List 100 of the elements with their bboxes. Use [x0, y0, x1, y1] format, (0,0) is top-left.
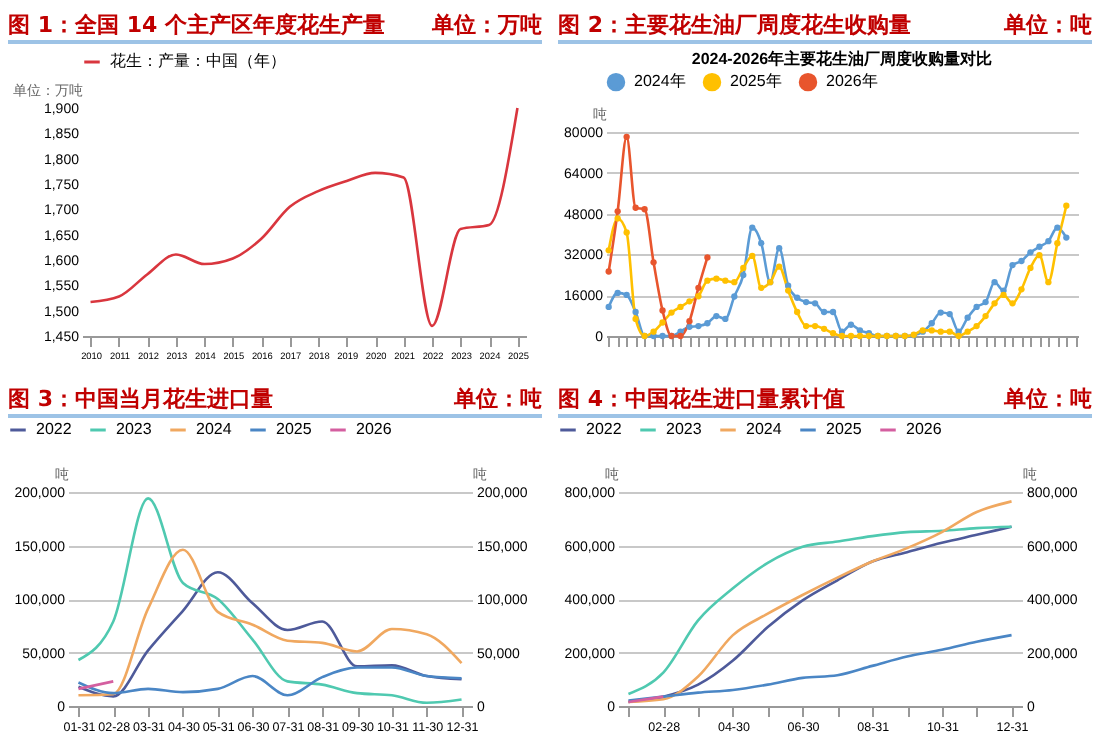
point	[1000, 291, 1007, 299]
legend-label: 2024	[746, 420, 783, 438]
point	[1063, 234, 1070, 241]
point	[856, 332, 864, 340]
point	[605, 268, 612, 275]
point	[704, 254, 711, 261]
line-series	[77, 570, 463, 698]
point	[614, 215, 621, 222]
point	[731, 293, 738, 300]
point	[758, 240, 765, 247]
chart-subtitle: 单位：吨	[1004, 384, 1092, 414]
point	[614, 208, 621, 215]
point	[722, 277, 729, 284]
point	[820, 325, 828, 333]
point	[659, 319, 666, 326]
point	[749, 252, 756, 260]
point	[632, 204, 639, 211]
point	[973, 322, 980, 330]
point	[1054, 224, 1061, 231]
point	[793, 294, 801, 301]
chart-title: 图 4：中国花生进口量累计值	[558, 384, 845, 414]
point	[811, 300, 819, 307]
point	[829, 330, 837, 337]
chart-subtitle: 单位：吨	[454, 384, 542, 414]
point	[955, 332, 962, 340]
legend-label: 2025年	[730, 72, 782, 91]
point	[1036, 252, 1043, 259]
point	[704, 277, 711, 284]
point	[1036, 243, 1043, 250]
point	[829, 308, 837, 316]
point	[1027, 264, 1034, 272]
legend-label: 2025	[826, 420, 863, 438]
point	[605, 303, 612, 311]
point	[1018, 257, 1025, 265]
point	[856, 327, 864, 334]
point	[793, 308, 801, 316]
line-series	[77, 497, 463, 705]
text: 2024-2026年主要花生油厂周度收购量对比	[691, 48, 993, 68]
point	[659, 332, 666, 340]
point	[695, 293, 702, 300]
point	[973, 303, 980, 311]
point	[937, 309, 944, 316]
point	[1009, 261, 1016, 269]
point	[704, 320, 711, 327]
point	[686, 298, 693, 305]
point	[1063, 202, 1070, 209]
point	[1027, 249, 1034, 256]
point	[964, 328, 971, 335]
point	[605, 247, 612, 254]
legend-label: 2026年	[826, 72, 878, 91]
point	[1045, 237, 1052, 245]
point	[713, 275, 720, 282]
point	[776, 245, 783, 252]
chart-title: 图 1：全国 14 个主产区年度花生产量	[8, 10, 385, 40]
line-series	[605, 202, 1070, 340]
point	[991, 300, 998, 307]
chart-title: 图 3：中国当月花生进口量	[8, 384, 273, 414]
point	[802, 298, 810, 306]
legend-label: 2023	[666, 420, 703, 438]
legend-label: 2023	[116, 420, 153, 438]
point	[785, 287, 792, 294]
point	[982, 298, 989, 306]
point	[946, 310, 953, 318]
chart-title: 图 2：主要花生油厂周度花生收购量	[558, 10, 911, 40]
legend-label: 2022	[36, 420, 73, 438]
point	[1054, 240, 1061, 247]
point	[802, 322, 810, 330]
point	[785, 282, 792, 289]
point	[731, 279, 738, 286]
line-series	[77, 548, 463, 697]
point	[695, 322, 702, 330]
line-series	[77, 666, 463, 697]
point	[982, 312, 989, 320]
point	[686, 318, 693, 325]
line-series	[605, 133, 711, 340]
point	[686, 323, 693, 330]
point	[740, 264, 747, 272]
point	[749, 224, 756, 231]
chart-subtitle: 单位：吨	[1004, 10, 1092, 40]
point	[695, 284, 702, 291]
legend-label: 花生：产量：中国（年）	[110, 52, 286, 70]
point	[991, 279, 998, 286]
point	[776, 263, 783, 270]
legend-label: 2022	[586, 420, 623, 438]
point	[928, 327, 935, 334]
point	[964, 314, 971, 321]
point	[632, 308, 639, 316]
point	[623, 229, 630, 236]
legend-label: 2026	[356, 420, 393, 438]
point	[650, 259, 657, 266]
point	[623, 133, 630, 140]
line-series	[89, 106, 519, 328]
point	[722, 315, 729, 323]
point	[847, 321, 855, 328]
point	[946, 328, 953, 335]
point	[758, 284, 765, 291]
point	[668, 309, 675, 316]
point	[650, 328, 657, 335]
point	[641, 206, 648, 213]
point	[1045, 279, 1052, 286]
